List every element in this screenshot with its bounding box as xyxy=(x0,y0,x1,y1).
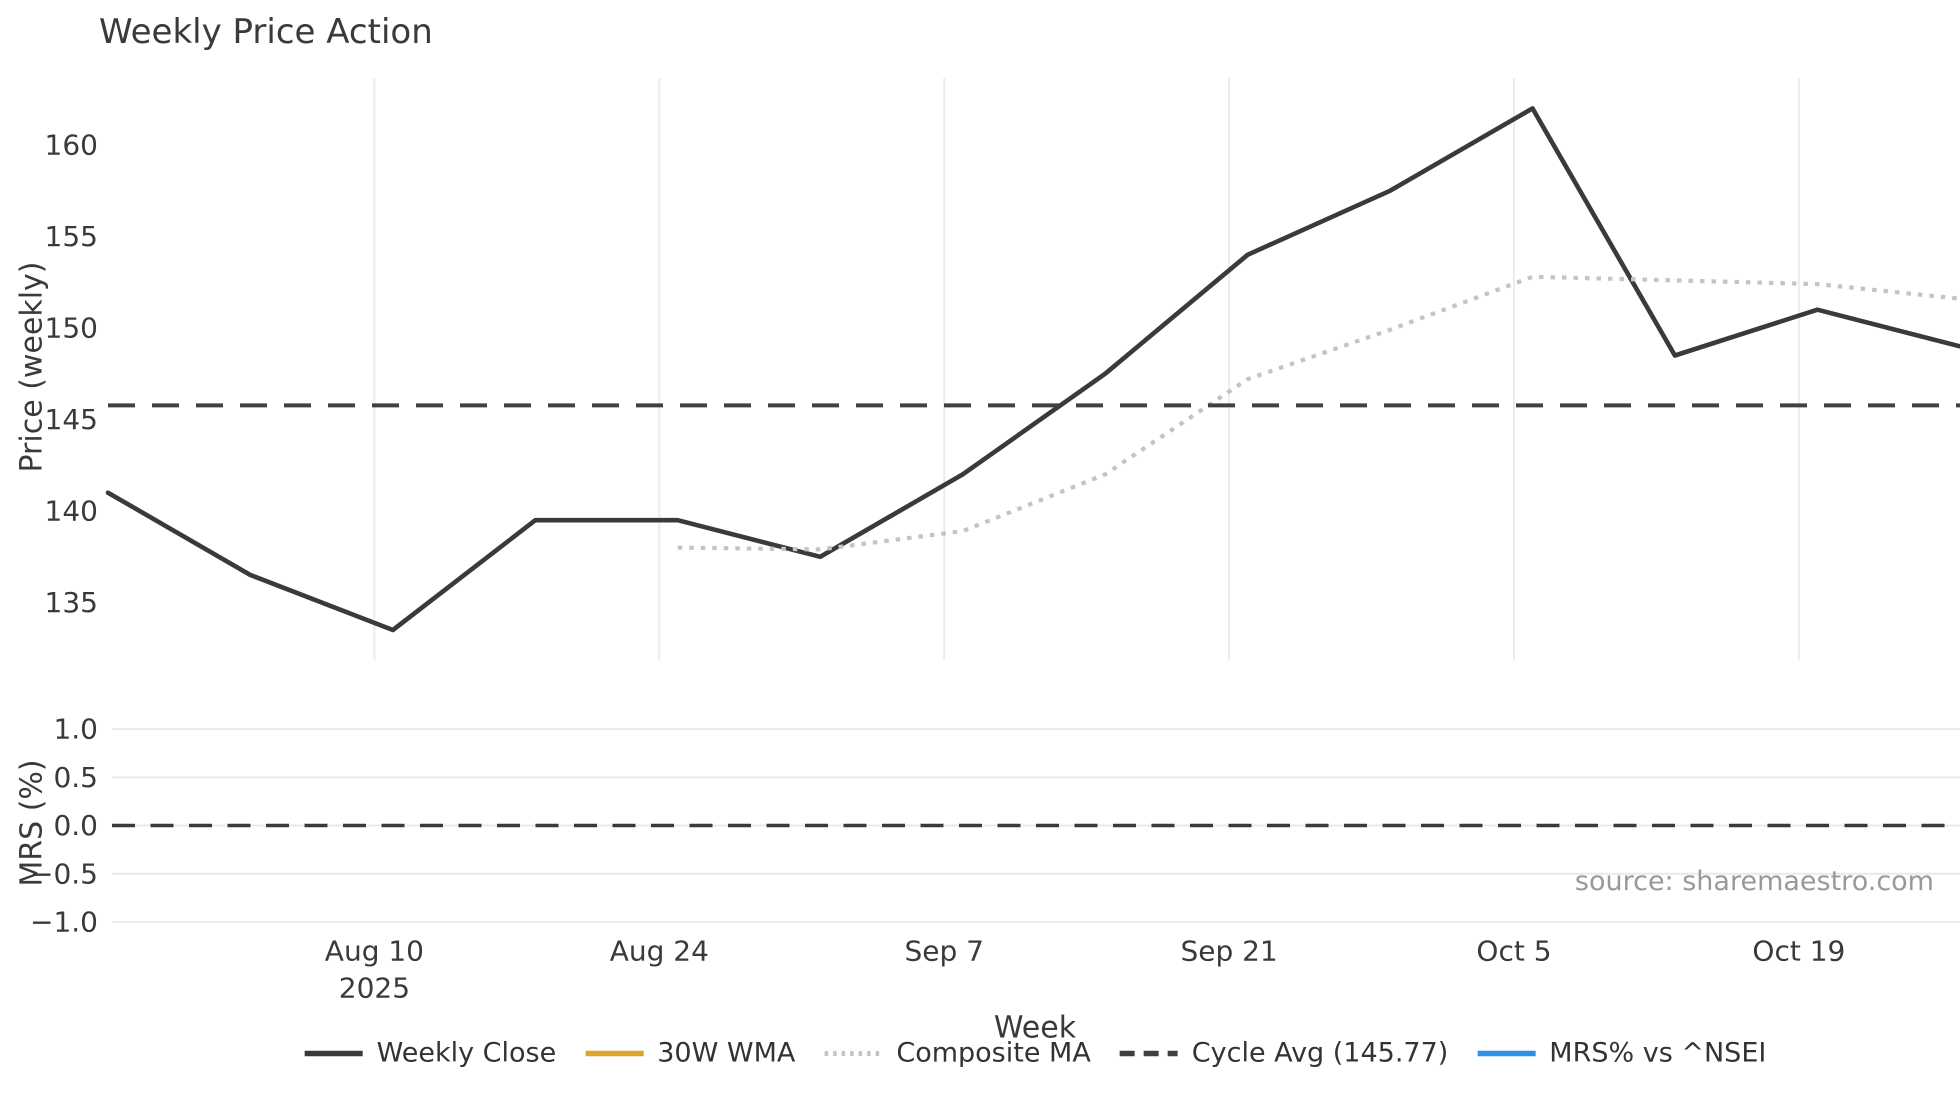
price-tick-label: 155 xyxy=(45,220,98,253)
legend-label: Composite MA xyxy=(896,1037,1091,1069)
x-tick-label: Aug 24 xyxy=(610,935,709,968)
x-tick-label: Oct 5 xyxy=(1476,935,1551,968)
x-tick-year-label: 2025 xyxy=(339,972,410,1005)
price-axis-label: Price (weekly) xyxy=(14,261,50,473)
weekly-close-line xyxy=(105,106,1960,633)
price-tick-label: 145 xyxy=(45,403,98,436)
legend-swatch-solid xyxy=(1477,1050,1536,1056)
mrs-tick-label: 0.5 xyxy=(53,761,98,794)
price-tick-label: 160 xyxy=(45,129,98,162)
chart-legend: Weekly Close 30W WMA Composite MA Cycle Avg… xyxy=(304,1037,1766,1069)
week-axis-label: Week xyxy=(993,1010,1077,1046)
source-attribution: source: sharemaestro.com xyxy=(1574,866,1934,897)
legend-swatch-solid xyxy=(304,1050,363,1056)
legend-item: 30W WMA xyxy=(584,1038,795,1069)
legend-swatch-dashed xyxy=(1119,1050,1178,1056)
legend-swatch-solid xyxy=(585,1050,644,1056)
legend-item: Cycle Avg (145.77) xyxy=(1119,1037,1449,1069)
legend-item: MRS% vs ^NSEI xyxy=(1476,1038,1766,1069)
x-tick-label: Sep 7 xyxy=(904,935,984,968)
page-title: Weekly Price Action xyxy=(99,12,433,52)
legend-label: MRS% vs ^NSEI xyxy=(1549,1037,1767,1069)
price-tick-label: 140 xyxy=(45,495,98,528)
legend-label: Cycle Avg (145.77) xyxy=(1191,1037,1449,1069)
mrs-axis-label: MRS (%) xyxy=(14,759,50,887)
price-tick-label: 150 xyxy=(45,312,98,345)
mrs-tick-label: −0.5 xyxy=(30,857,98,890)
x-tick-label: Sep 21 xyxy=(1180,935,1277,968)
x-tick-label: Aug 10 xyxy=(325,935,424,968)
legend-swatch-dotted xyxy=(824,1050,883,1056)
price-tick-label: 135 xyxy=(45,586,98,619)
composite-ma-line xyxy=(677,274,1960,552)
legend-item: Weekly Close xyxy=(304,1037,557,1069)
legend-label: Weekly Close xyxy=(376,1037,557,1069)
mrs-tick-label: −1.0 xyxy=(30,906,98,939)
mrs-tick-label: 1.0 xyxy=(53,713,98,746)
x-tick-label: Oct 19 xyxy=(1752,935,1845,968)
legend-item: Composite MA xyxy=(823,1037,1091,1069)
legend-label: 30W WMA xyxy=(657,1037,796,1069)
mrs-tick-label: 0.0 xyxy=(53,809,98,842)
